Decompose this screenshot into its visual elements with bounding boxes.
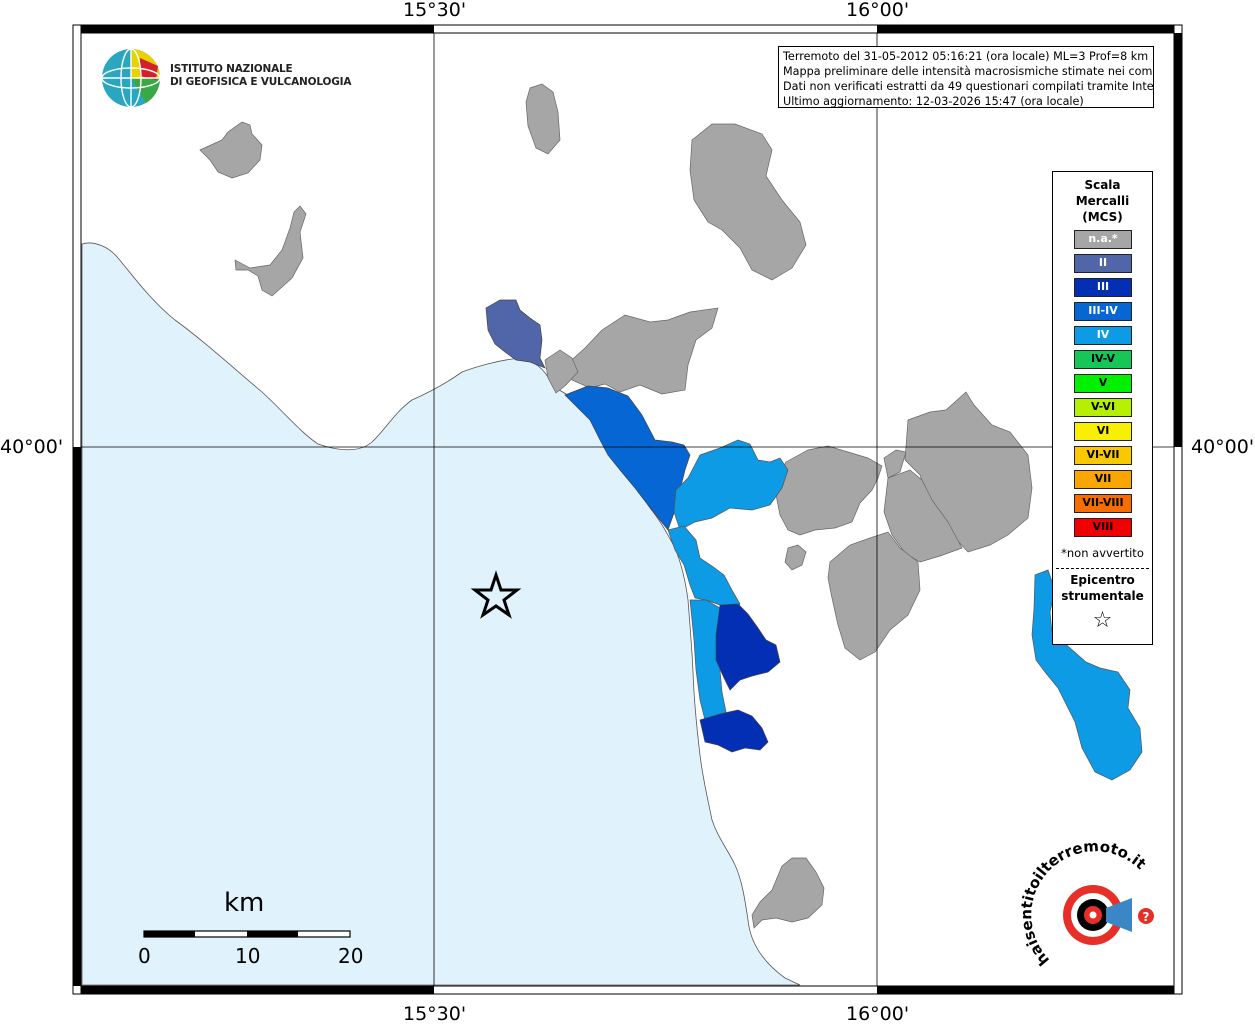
institute-line-2: DI GEOFISICA E VULCANOLOGIA — [170, 76, 352, 88]
scale-unit: km — [224, 888, 265, 918]
municipality-na-7 — [827, 531, 921, 661]
site-logo-icon: ? — [1059, 879, 1154, 951]
municipality-na-1 — [565, 307, 719, 395]
coord-bottom-right: 16°00' — [846, 1003, 910, 1025]
legend-item-ii: II — [1074, 254, 1132, 273]
legend-epicenter-line: strumentale — [1061, 589, 1144, 603]
legend-title-line: Mercalli — [1075, 194, 1130, 208]
municipality-iv-1 — [673, 439, 789, 531]
svg-text:?: ? — [1143, 910, 1150, 924]
legend-item-iii-iv: III-IV — [1074, 302, 1132, 321]
legend-item-viii: VIII — [1074, 518, 1132, 537]
info-line: Terremoto del 31-05-2012 05:16:21 (ora l… — [783, 50, 1149, 63]
legend-epicenter-label: Epicentro strumentale — [1053, 572, 1152, 604]
municipality-na-6 — [883, 469, 963, 563]
legend-divider — [1056, 568, 1149, 569]
legend-item-iv: IV — [1074, 326, 1132, 345]
legend-item-na: n.a.* — [1074, 230, 1132, 249]
municipality-na-4 — [883, 449, 907, 479]
legend-item-iv-v: IV-V — [1074, 350, 1132, 369]
map-frame — [72, 24, 1183, 995]
legend-item-iii: III — [1074, 278, 1132, 297]
municipality-iii-2 — [699, 709, 769, 753]
coord-left: 40°00' — [0, 436, 64, 458]
municipality-na-2 — [544, 349, 579, 394]
scale-tick-10: 10 — [235, 944, 261, 968]
institute-line-1: ISTITUTO NAZIONALE — [170, 63, 293, 75]
event-info-box: Terremoto del 31-05-2012 05:16:21 (ora l… — [778, 46, 1154, 108]
legend-item-vi: VI — [1074, 422, 1132, 441]
land-northeast — [689, 123, 807, 281]
island-ventotene — [234, 205, 307, 297]
scale-tick-0: 0 — [138, 944, 151, 968]
legend-epicenter-line: Epicentro — [1070, 573, 1135, 587]
coord-top-left: 15°30' — [403, 0, 467, 21]
legend-item-vii: VII — [1074, 470, 1132, 489]
scale-bar — [143, 930, 351, 938]
graticule — [77, 29, 1178, 990]
coord-right: 40°00' — [1191, 436, 1255, 458]
mcs-legend: Scala Mercalli (MCS) n.a.* II III III-IV IV I… — [1052, 171, 1153, 645]
municipality-na-9 — [751, 857, 825, 929]
municipality-na-3 — [775, 445, 883, 536]
info-line: Dati non verificati estratti da 49 quest… — [783, 80, 1154, 93]
legend-item-vi-vii: VI-VII — [1074, 446, 1132, 465]
municipality-intensity-IV-group — [667, 439, 1143, 781]
legend-title-line: (MCS) — [1082, 210, 1123, 224]
island-ponza — [199, 121, 263, 179]
info-line: Ultimo aggiornamento: 12-03-2026 15:47 (… — [783, 95, 1084, 108]
municipality-intensity-III-group — [699, 603, 781, 753]
legend-item-v-vi: V-VI — [1074, 398, 1132, 417]
legend-item-vii-viii: VII-VIII — [1074, 494, 1132, 513]
epicenter-star-icon — [470, 570, 522, 619]
coord-top-right: 16°00' — [846, 0, 910, 21]
legend-item-v: V — [1074, 374, 1132, 393]
island-north — [525, 83, 561, 155]
scale-tick-20: 20 — [338, 944, 364, 968]
legend-title: Scala Mercalli (MCS) — [1053, 177, 1152, 225]
municipality-iii-1 — [715, 603, 781, 691]
legend-note: *non avvertito — [1061, 546, 1144, 560]
legend-star-icon: ☆ — [1092, 608, 1113, 633]
municipality-na-8 — [784, 544, 807, 571]
coord-bottom-left: 15°30' — [403, 1003, 467, 1025]
municipality-na-group — [199, 83, 1033, 929]
municipality-intensity-II — [485, 299, 546, 369]
legend-title-line: Scala — [1084, 178, 1121, 192]
ingv-logo-icon — [101, 48, 161, 108]
info-line: Mappa preliminare delle intensità macros… — [783, 65, 1154, 78]
institute-name: ISTITUTO NAZIONALE DI GEOFISICA E VULCAN… — [170, 63, 351, 89]
